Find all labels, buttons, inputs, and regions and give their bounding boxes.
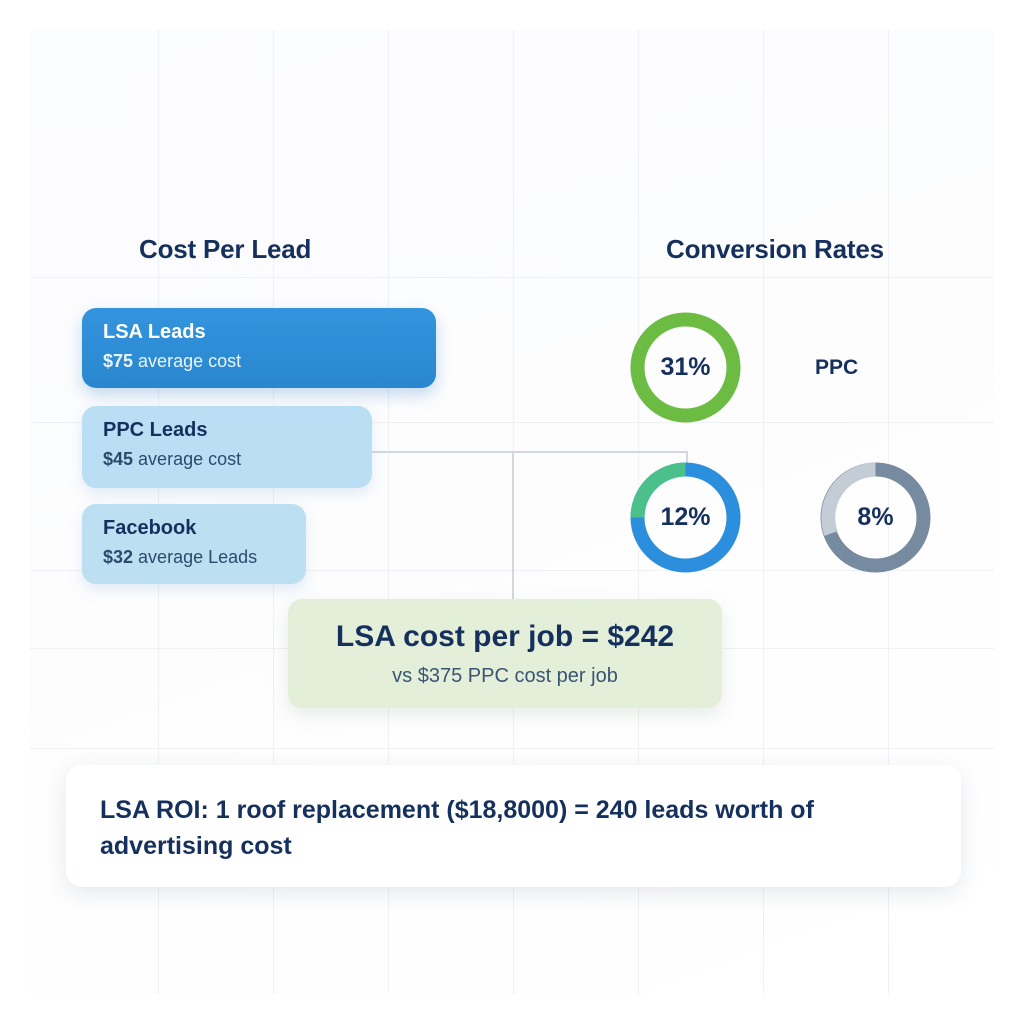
donut-ring-icon (630, 462, 741, 573)
donut-chart-ppc[interactable]: 12% (629, 461, 742, 574)
donut-ring-icon (630, 312, 741, 423)
donut-chart-lsa[interactable]: 31% (629, 311, 742, 424)
cost-bar-facebook-value: $32 average Leads (103, 548, 306, 566)
cost-bar-lsa-amount: $75 (103, 351, 134, 371)
donut-chart-lsa-value: 31% (660, 353, 711, 381)
cost-bar-lsa-label: LSA Leads (103, 321, 206, 343)
cost-bar-lsa[interactable]: LSA Leads $75 average cost (82, 308, 436, 388)
connector-line-vertical (686, 451, 688, 465)
cost-bar-facebook-amount: $32 (103, 547, 134, 567)
donut-chart-ppc-value: 12% (660, 503, 711, 531)
cost-bar-ppc-label: PPC Leads (103, 419, 208, 441)
cost-bar-lsa-value: $75 average cost (103, 352, 436, 370)
cost-bar-facebook-label: Facebook (103, 517, 197, 539)
roi-summary-card[interactable]: LSA ROI: 1 roof replacement ($18,8000) =… (66, 765, 961, 887)
cost-per-lead-title: Cost Per Lead (139, 234, 312, 264)
cost-bar-facebook[interactable]: Facebook $32 average Leads (82, 504, 306, 584)
cost-per-job-callout[interactable]: LSA cost per job = $242 vs $375 PPC cost… (288, 599, 722, 708)
donut-chart-facebook-value: 8% (857, 503, 894, 531)
cost-bar-ppc-suffix: average cost (133, 449, 242, 469)
cost-bar-facebook-suffix: average Leads (133, 547, 258, 567)
cost-per-job-headline: LSA cost per job = $242 (335, 619, 675, 653)
cost-bar-ppc-value: $45 average cost (103, 450, 372, 468)
ppc-series-label: PPC (815, 356, 859, 379)
roi-summary-text: LSA ROI: 1 roof replacement ($18,8000) =… (100, 796, 814, 860)
cost-bar-ppc-amount: $45 (103, 449, 134, 469)
grid-line-horizontal (30, 748, 994, 749)
donut-ring-icon (820, 462, 931, 573)
connector-line-vertical (512, 451, 514, 599)
cost-bar-ppc[interactable]: PPC Leads $45 average cost (82, 406, 372, 488)
cost-per-job-subline: vs $375 PPC cost per job (392, 664, 618, 687)
donut-chart-facebook[interactable]: 8% (819, 461, 932, 574)
cost-bar-lsa-suffix: average cost (133, 351, 242, 371)
connector-line-horizontal (368, 451, 688, 453)
grid-line-horizontal (30, 277, 994, 278)
conversion-rates-title: Conversion Rates (666, 234, 884, 264)
